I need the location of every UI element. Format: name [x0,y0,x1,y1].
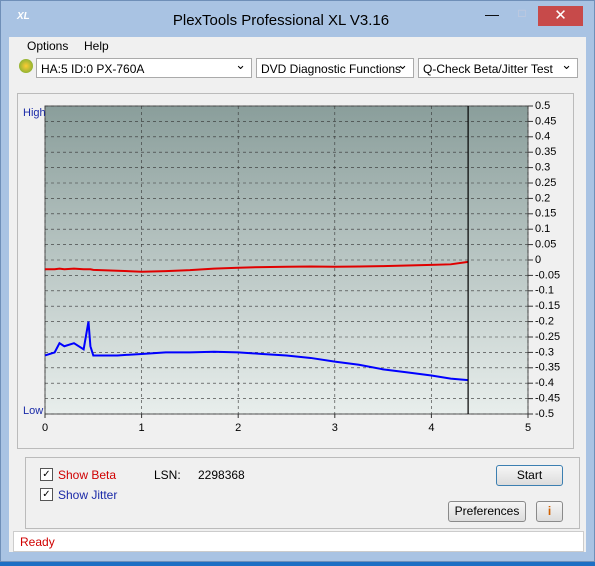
series-line [44,321,469,382]
show-jitter-label[interactable]: Show Jitter [58,488,118,502]
menu-options[interactable]: Options [27,39,69,53]
menu-help[interactable]: Help [84,39,109,53]
high-label: High [23,107,46,119]
y-tick-label: 0.45 [535,115,556,127]
y-tick-label: -0.35 [535,362,560,374]
y-tick-label: -0.15 [535,300,560,312]
show-beta-label[interactable]: Show Beta [58,468,117,482]
y-tick-label: 0.25 [535,177,556,189]
y-tick-label: -0.2 [535,316,554,328]
drive-icon [19,59,33,73]
jitter-checkbox[interactable]: ✓ [40,488,53,501]
y-tick-label: 0.15 [535,208,556,220]
chart: High Low 0.50.450.40.350.30.250.20.150.1… [23,100,560,434]
series-line [45,260,469,273]
y-tick-label: 0.35 [535,146,556,158]
maximize-button[interactable]: □ [518,6,526,20]
start-button[interactable]: Start [496,465,563,486]
y-tick-label: 0.5 [535,100,550,112]
chart-panel: High Low 0.5 0.45 0.4 0.35 0.3 0.25 0.2 0.15 0.1… [17,93,574,449]
window-title: PlexTools Professional XL V3.16 [172,12,390,29]
app-icon: XL [17,11,30,22]
client-area: Options Help HA:5 ID:0 PX-760A DVD Diagn… [9,37,586,552]
y-tick-label: -0.25 [535,331,560,343]
x-tick-label: 2 [235,422,241,434]
x-tick-label: 0 [42,422,48,434]
beta-checkbox[interactable]: ✓ [40,468,53,481]
x-tick-label: 4 [428,422,434,434]
y-tick-label: -0.5 [535,408,554,420]
close-button[interactable]: ✕ [538,6,583,26]
lsn-label: LSN: [154,468,181,482]
y-tick-label: 0.05 [535,239,556,251]
function-select[interactable]: DVD Diagnostic Functions [256,55,414,78]
x-tick-label: 3 [332,422,338,434]
drive-select[interactable]: HA:5 ID:0 PX-760A [36,55,252,78]
y-tick-label: -0.4 [535,377,554,389]
y-tick-label: 0.3 [535,162,550,174]
status-text: Ready [20,535,55,549]
lsn-value: 2298368 [198,468,245,482]
low-label: Low [23,405,43,417]
minimize-button[interactable]: — [485,6,499,22]
status-bar: Ready [13,531,584,552]
y-tick-label: -0.1 [535,285,554,297]
test-select[interactable]: Q-Check Beta/Jitter Test [418,55,578,78]
y-tick-label: -0.45 [535,393,560,405]
preferences-button[interactable]: Preferences [448,501,526,522]
x-tick-label: 5 [525,422,531,434]
controls-panel: ✓ Show Beta ✓ Show Jitter LSN: 2298368 S… [25,457,580,529]
y-tick-label: 0 [535,254,541,266]
y-tick-label: 0.4 [535,131,550,143]
y-tick-label: -0.3 [535,346,554,358]
y-tick-label: 0.2 [535,192,550,204]
y-tick-label: 0.1 [535,223,550,235]
info-button[interactable]: i [536,501,563,522]
x-tick-label: 1 [139,422,145,434]
y-tick-label: -0.05 [535,269,560,281]
